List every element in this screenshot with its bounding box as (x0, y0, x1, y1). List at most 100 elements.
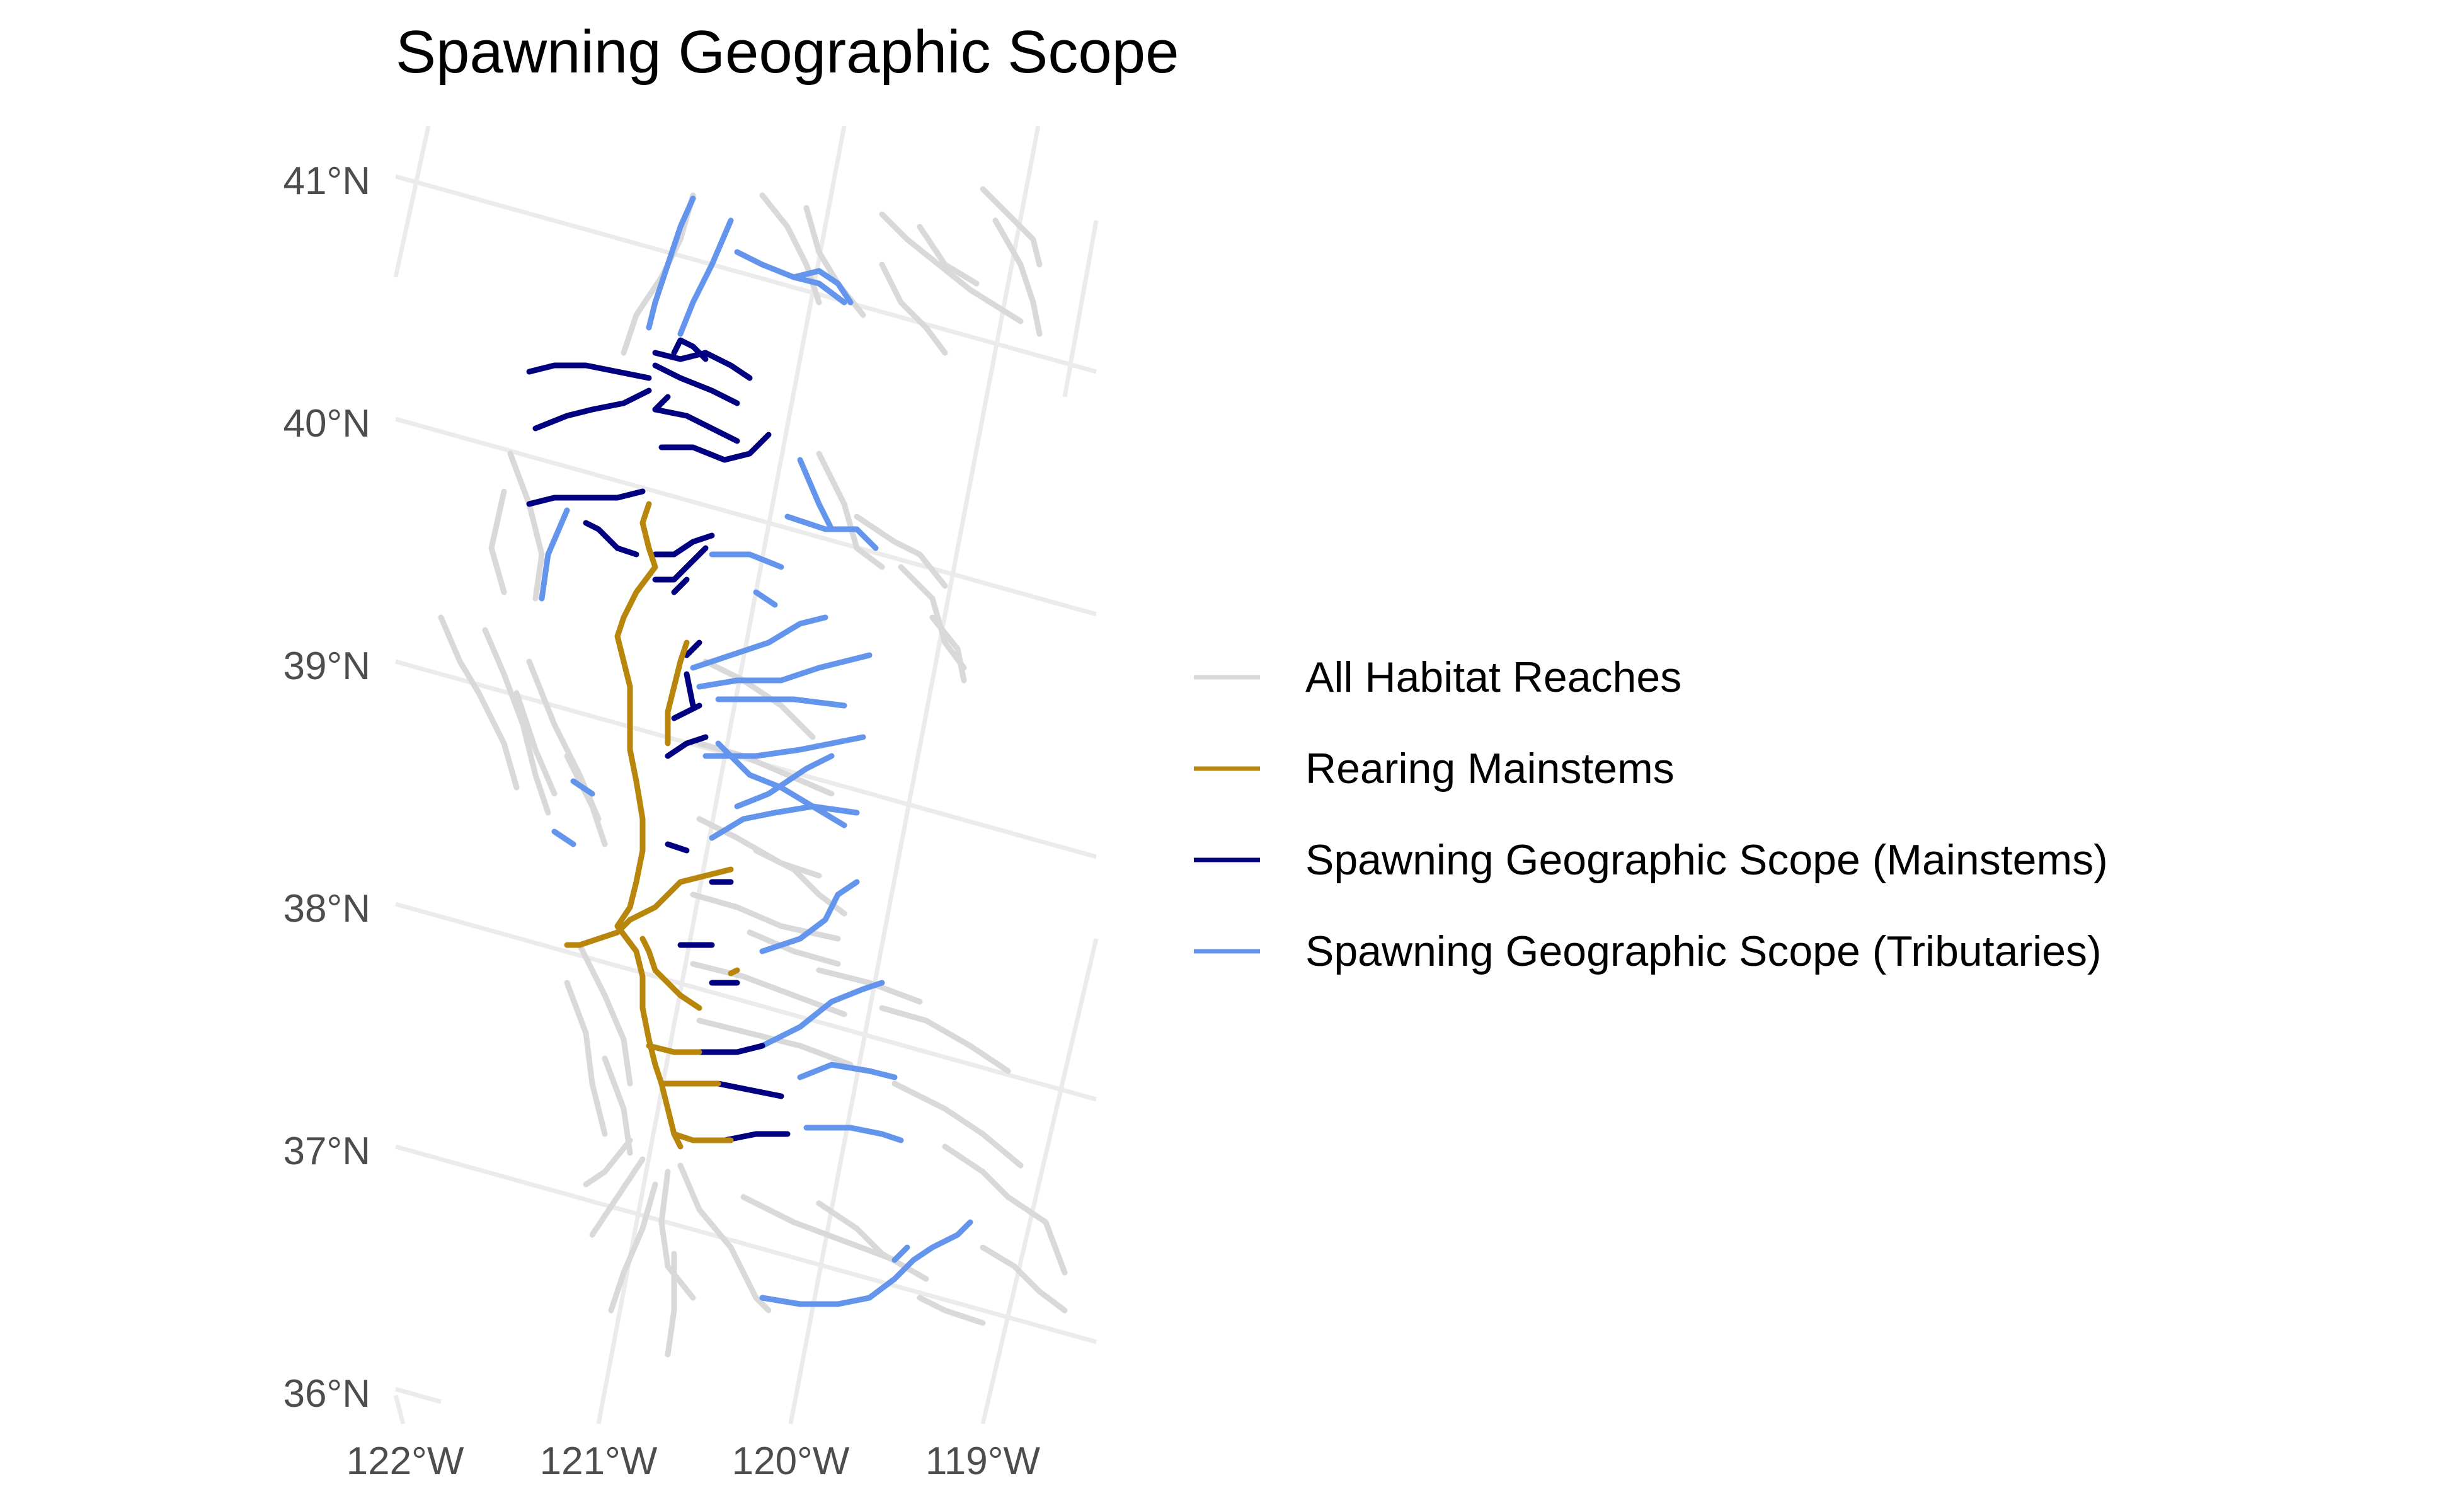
all-habitat-reaches (438, 186, 1068, 1358)
rearing-mainstems (564, 501, 740, 1150)
meridian-121 (596, 125, 847, 1424)
reach-trib (646, 195, 696, 331)
reach-grey (602, 1055, 633, 1156)
reach-trib (696, 652, 873, 690)
reach-spawn-main (665, 734, 709, 759)
reach-grey (942, 1143, 1068, 1276)
reach-spawn-main (526, 362, 652, 381)
reach-spawn-main (671, 576, 690, 595)
reach-spawn-main (652, 394, 671, 413)
y-axis-labels: 41°N 40°N 39°N 38°N 37°N 36°N (283, 159, 370, 1416)
reach-grey (879, 261, 948, 356)
reach-grey (816, 450, 885, 570)
reach-spawn-main (684, 639, 702, 658)
y-tick-40n: 40°N (283, 402, 370, 445)
reach-rearing (665, 639, 690, 747)
spawning-tributaries (539, 195, 973, 1307)
map-title: Spawning Geographic Scope (396, 18, 1179, 86)
reach-grey (816, 967, 923, 1005)
y-tick-38n: 38°N (283, 887, 370, 931)
meridian-121-upper (393, 125, 431, 278)
reach-grey (747, 929, 841, 967)
x-axis-labels: 122°W 121°W 120°W 119°W (346, 1440, 1041, 1483)
y-tick-36n: 36°N (283, 1372, 370, 1416)
reach-spawn-main (665, 841, 690, 854)
reach-spawn-main (658, 432, 772, 463)
reach-grey (879, 1005, 1011, 1074)
reach-grey (583, 1137, 633, 1188)
reach-rearing (671, 1131, 734, 1143)
x-tick-122w: 122°W (346, 1440, 464, 1483)
meridian-120 (788, 125, 1041, 1424)
reach-trib (784, 513, 879, 551)
reach-grey (898, 564, 967, 671)
reach-trib (891, 1244, 910, 1263)
reach-grey (589, 1156, 646, 1238)
reach-trib (759, 879, 860, 954)
reach-rearing (614, 501, 658, 929)
legend-label-spawn-main: Spawning Geographic Scope (Mainstems) (1305, 836, 2108, 884)
reach-grey (992, 217, 1043, 337)
reach-grey (690, 891, 841, 942)
reach-trib (753, 589, 778, 608)
meridian-119 (980, 938, 1099, 1424)
reach-grey (917, 224, 980, 287)
reach-trib (709, 803, 860, 841)
reach-grey (879, 211, 1024, 324)
reach-spawn-main (671, 702, 702, 721)
legend-label-rearing: Rearing Mainstems (1305, 745, 1675, 793)
reach-grey (891, 1080, 1024, 1169)
reach-trib (715, 696, 847, 709)
reach-spawn-main (696, 1043, 765, 1055)
reach-spawn-main (671, 337, 709, 362)
x-tick-121w: 121°W (540, 1440, 658, 1483)
reach-grey (917, 1295, 986, 1326)
parallel-38 (395, 902, 1097, 1102)
reach-grey (980, 186, 1043, 268)
reach-rearing (728, 967, 740, 976)
reach-grey (696, 816, 822, 879)
reach-grey (980, 1244, 1068, 1314)
reach-grey (608, 1181, 658, 1314)
reach-grey (564, 980, 608, 1137)
reach-trib (539, 507, 570, 602)
reach-trib (791, 268, 854, 306)
reach-spawn-main (721, 1131, 791, 1143)
reach-spawn-main (532, 387, 652, 432)
reach-grey (658, 1169, 696, 1301)
reach-spawn-main (715, 1080, 784, 1099)
reach-trib (803, 1125, 904, 1143)
reach-trib (570, 778, 595, 797)
reach-grey (576, 942, 633, 1087)
reach-trib (677, 217, 734, 337)
spawning-mainstems (526, 337, 791, 1143)
reach-trib (797, 457, 835, 532)
reach-spawn-main (652, 406, 740, 444)
reach-trib (551, 828, 576, 847)
reach-grey (665, 1251, 677, 1358)
reach-grey (507, 450, 545, 602)
y-tick-37n: 37°N (283, 1130, 370, 1173)
reach-rearing (639, 936, 702, 1011)
reach-grey (929, 614, 967, 684)
reach-rearing (614, 923, 684, 1150)
reach-grey (854, 513, 948, 589)
reach-trib (759, 980, 885, 1049)
reach-spawn-main (583, 520, 639, 558)
reach-grey (482, 627, 551, 816)
meridian-119-upper (1062, 220, 1099, 398)
parallel-41 (395, 174, 1097, 374)
reach-grey (690, 961, 847, 1017)
parallel-37 (395, 1144, 1097, 1344)
reach-spawn-main (526, 488, 646, 507)
legend-label-spawn-trib: Spawning Geographic Scope (Tributaries) (1305, 927, 2102, 975)
reach-spawn-main (652, 350, 753, 381)
reach-trib (709, 551, 784, 570)
reach-trib (690, 614, 828, 671)
reach-grey (677, 1162, 772, 1314)
reach-rearing (646, 1043, 702, 1055)
parallel-36 (395, 1387, 442, 1404)
reach-trib (734, 753, 835, 810)
reach-spawn-main (652, 532, 715, 558)
